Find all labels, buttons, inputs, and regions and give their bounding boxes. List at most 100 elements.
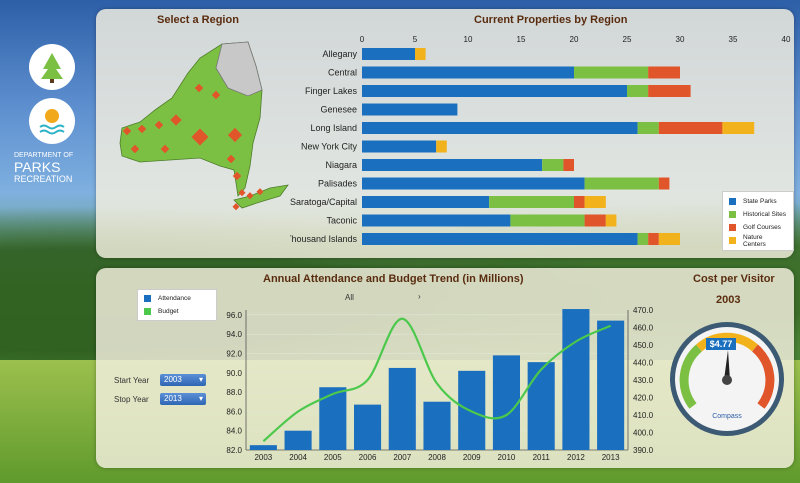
region-label: Genesee [320, 105, 357, 115]
x-tick-label: 2008 [428, 453, 446, 462]
y-left-tick-label: 92.0 [226, 349, 242, 358]
y-left-tick-label: 96.0 [226, 311, 242, 320]
chevron-right-icon[interactable]: › [418, 292, 421, 301]
attendance-bar [527, 362, 555, 450]
property-bar [637, 233, 649, 245]
region-label: New York City [301, 142, 358, 152]
region-label: Central [328, 68, 357, 78]
gauge-band-low [679, 344, 703, 409]
property-bar [584, 214, 606, 227]
region-label: Allegany [322, 49, 357, 59]
attendance-bar [388, 367, 416, 450]
map-region-long-island[interactable] [233, 184, 289, 209]
attendance-bar [492, 355, 520, 450]
property-bar [658, 122, 723, 134]
properties-chart: Allegany Central Finger Lakes Genesee Long I… [290, 35, 791, 245]
property-bar [605, 214, 617, 227]
x-tick-label: 2012 [567, 453, 585, 462]
x-tick-label: 0 [360, 35, 365, 44]
x-tick-label: 20 [570, 35, 579, 44]
logo-parks: PARKS [14, 159, 61, 175]
region-map[interactable] [110, 38, 295, 218]
region-label: Taconic [326, 216, 357, 226]
attendance-bar [597, 320, 625, 450]
x-tick-label: 2003 [254, 453, 272, 462]
y-right-tick-label: 460.0 [633, 324, 654, 333]
gauge-readout [706, 338, 736, 350]
property-bar [362, 233, 638, 245]
map-region-thousand-islands[interactable] [215, 41, 263, 97]
trend-chart: 82.0 84.0 86.0 88.0 90.0 92.0 94.0 96.0 390.0 400… [226, 306, 654, 462]
attendance-bar [354, 404, 382, 450]
x-tick-label: 35 [729, 35, 738, 44]
x-tick-label: 2007 [393, 453, 411, 462]
x-tick-label: 30 [676, 35, 685, 44]
region-label: Niagara [325, 160, 357, 170]
region-label: Long Island [310, 123, 357, 133]
y-right-tick-label: 430.0 [633, 376, 654, 385]
y-right-tick-label: 440.0 [633, 359, 654, 368]
start-year-select[interactable]: 2003 ▾ [160, 374, 206, 386]
property-bar [648, 85, 691, 97]
y-right-tick-label: 400.0 [633, 429, 654, 438]
property-bar [510, 214, 585, 227]
y-right-tick-label: 420.0 [633, 394, 654, 403]
property-bar [722, 122, 755, 134]
legend-swatch [729, 198, 736, 205]
region-label: Thousand Islands [290, 234, 357, 244]
cost-title: Cost per Visitor [693, 273, 775, 285]
legend-swatch [729, 237, 736, 244]
y-left-tick-label: 84.0 [226, 427, 242, 436]
legend-item-attendance: Attendance [138, 292, 216, 305]
gauge-band-mid [696, 332, 758, 352]
chevron-down-icon: ▾ [198, 375, 203, 384]
y-left-tick-label: 88.0 [226, 388, 242, 397]
properties-legend: State Parks Historical Sites Golf Course… [722, 191, 794, 251]
gauge-hub [722, 375, 732, 385]
property-bar [415, 48, 426, 60]
property-bar [658, 233, 680, 245]
x-tick-label: 2006 [359, 453, 377, 462]
x-tick-label: 10 [464, 35, 473, 44]
trend-legend: Attendance Budget [137, 289, 217, 321]
property-bar [574, 66, 649, 79]
x-tick-label: 15 [517, 35, 526, 44]
legend-swatch [144, 295, 151, 302]
property-bar [362, 122, 638, 134]
attendance-bar [562, 309, 590, 450]
trend-title: Annual Attendance and Budget Trend (in M… [263, 273, 524, 285]
legend-label: State Parks [743, 198, 777, 205]
stop-year-value: 2013 [164, 394, 182, 403]
logo-dept: DEPARTMENT OF [14, 152, 74, 159]
property-bar [436, 140, 447, 153]
trend-filter[interactable]: All [345, 293, 354, 302]
properties-title: Current Properties by Region [474, 14, 628, 26]
property-bar [542, 159, 564, 171]
y-left-tick-label: 86.0 [226, 407, 242, 416]
property-bar [648, 66, 680, 79]
legend-item-nature-centers: Nature Centers [723, 233, 793, 248]
y-right-tick-label: 470.0 [633, 306, 654, 315]
property-bar [362, 103, 458, 116]
property-bar [637, 122, 659, 134]
x-tick-label: 25 [623, 35, 632, 44]
x-tick-label: 2010 [498, 453, 516, 462]
y-right-tick-label: 410.0 [633, 411, 654, 420]
legend-swatch [729, 224, 736, 231]
x-tick-label: 2009 [463, 453, 481, 462]
property-bar [362, 85, 627, 97]
legend-label: Attendance [158, 295, 191, 302]
y-left-tick-label: 90.0 [226, 369, 242, 378]
y-right-tick-label: 390.0 [633, 446, 654, 455]
property-bar [362, 214, 511, 227]
gauge-brand: Compass [712, 413, 742, 420]
x-tick-label: 2011 [533, 453, 551, 462]
legend-label: Nature Centers [742, 233, 766, 248]
property-bar [584, 177, 659, 190]
attendance-bar [319, 387, 347, 450]
stop-year-select[interactable]: 2013 ▾ [160, 393, 206, 405]
legend-item-budget: Budget [138, 305, 216, 318]
property-bar [362, 66, 574, 79]
chevron-down-icon: ▾ [198, 394, 203, 403]
property-bar [648, 233, 659, 245]
